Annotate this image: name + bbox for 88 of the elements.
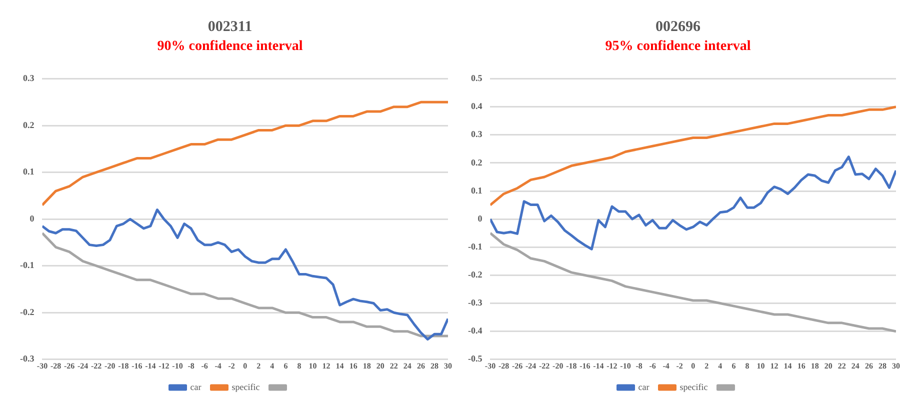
x-tick-label: -8 bbox=[636, 361, 642, 370]
y-tick-label: 0 bbox=[30, 213, 35, 224]
x-tick-label: -6 bbox=[649, 361, 656, 370]
x-tick-label: -6 bbox=[201, 361, 208, 370]
x-tick-label: 10 bbox=[756, 361, 765, 370]
x-tick-label: -24 bbox=[77, 361, 88, 370]
x-tick-label: 28 bbox=[430, 361, 438, 370]
x-tick-label: 6 bbox=[732, 361, 736, 370]
y-tick-label: -0.3 bbox=[20, 354, 35, 364]
x-tick-label: 24 bbox=[403, 361, 412, 370]
x-tick-label: -12 bbox=[606, 361, 618, 370]
x-tick-label: 26 bbox=[864, 361, 873, 370]
x-tick-label: 22 bbox=[838, 361, 846, 370]
x-tick-label: 2 bbox=[256, 361, 261, 370]
legend-label: specific bbox=[680, 382, 708, 392]
y-tick-label: 0.5 bbox=[470, 73, 483, 84]
x-tick-label: -10 bbox=[620, 361, 631, 370]
x-tick-label: 12 bbox=[322, 361, 330, 370]
x-tick-label: 14 bbox=[336, 361, 344, 370]
y-tick-label: 0.3 bbox=[470, 129, 483, 140]
x-tick-label: -4 bbox=[214, 361, 222, 370]
x-tick-label: -30 bbox=[484, 361, 496, 370]
y-tick-label: -0.1 bbox=[468, 241, 483, 252]
x-tick-label: 0 bbox=[243, 361, 248, 370]
x-tick-label: 18 bbox=[362, 361, 371, 370]
x-tick-label: -8 bbox=[188, 361, 194, 370]
x-tick-label: -28 bbox=[498, 361, 510, 370]
x-tick-label: -12 bbox=[158, 361, 170, 370]
x-tick-label: -18 bbox=[566, 361, 577, 370]
legend-label: car bbox=[190, 382, 202, 392]
x-tick-label: 10 bbox=[308, 361, 317, 370]
x-tick-label: -28 bbox=[50, 361, 62, 370]
x-tick-label: -10 bbox=[172, 361, 183, 370]
chart-title: 002696 bbox=[656, 18, 701, 35]
x-tick-label: 4 bbox=[718, 361, 722, 370]
x-tick-label: -16 bbox=[580, 361, 590, 370]
y-tick-label: -0.2 bbox=[468, 270, 483, 280]
x-tick-label: -22 bbox=[539, 361, 550, 370]
y-tick-label: 0.2 bbox=[470, 157, 483, 168]
y-tick-label: 0.3 bbox=[22, 73, 35, 84]
chart-subtitle: 90% confidence interval bbox=[157, 39, 303, 54]
y-tick-label: 0.1 bbox=[22, 166, 35, 177]
x-tick-label: 0 bbox=[691, 361, 696, 370]
x-tick-label: 4 bbox=[270, 361, 274, 370]
x-tick-label: -2 bbox=[676, 361, 683, 370]
x-tick-label: -30 bbox=[36, 361, 48, 370]
chart-title: 002311 bbox=[208, 18, 252, 35]
x-tick-label: -18 bbox=[118, 361, 129, 370]
legend-label: specific bbox=[232, 382, 260, 392]
x-tick-label: -22 bbox=[91, 361, 102, 370]
x-tick-label: -26 bbox=[64, 361, 75, 370]
x-tick-label: 26 bbox=[416, 361, 425, 370]
y-tick-label: 0.1 bbox=[470, 185, 483, 196]
y-tick-label: 0.2 bbox=[22, 120, 35, 130]
x-tick-label: -4 bbox=[662, 361, 670, 370]
x-tick-label: 12 bbox=[770, 361, 778, 370]
x-tick-label: 22 bbox=[390, 361, 398, 370]
y-tick-label: -0.2 bbox=[20, 306, 35, 317]
x-tick-label: -14 bbox=[593, 361, 604, 370]
y-tick-label: -0.4 bbox=[468, 326, 483, 336]
x-tick-label: -2 bbox=[228, 361, 235, 370]
y-tick-label: -0.1 bbox=[20, 260, 35, 270]
x-tick-label: 30 bbox=[892, 361, 900, 370]
x-tick-label: 2 bbox=[704, 361, 709, 370]
x-tick-label: -20 bbox=[552, 361, 564, 370]
x-tick-label: -14 bbox=[145, 361, 156, 370]
x-tick-label: -26 bbox=[512, 361, 523, 370]
x-tick-label: -24 bbox=[525, 361, 536, 370]
x-tick-label: -20 bbox=[104, 361, 116, 370]
y-tick-label: -0.3 bbox=[468, 298, 483, 308]
y-tick-label: 0.4 bbox=[470, 101, 483, 112]
x-tick-label: 14 bbox=[784, 361, 792, 370]
x-tick-label: 16 bbox=[349, 361, 358, 370]
chart-subtitle: 95% confidence interval bbox=[605, 39, 751, 54]
legend-label: car bbox=[638, 382, 650, 392]
x-tick-label: 16 bbox=[797, 361, 806, 370]
y-tick-label: -0.5 bbox=[468, 354, 483, 364]
x-tick-label: 8 bbox=[297, 361, 302, 370]
x-tick-label: 30 bbox=[444, 361, 452, 370]
x-tick-label: 20 bbox=[824, 361, 832, 370]
x-tick-label: -16 bbox=[132, 361, 142, 370]
y-tick-label: 0 bbox=[478, 213, 483, 224]
x-tick-label: 6 bbox=[284, 361, 288, 370]
x-tick-label: 24 bbox=[851, 361, 860, 370]
x-tick-label: 18 bbox=[810, 361, 819, 370]
x-tick-label: 28 bbox=[878, 361, 886, 370]
x-tick-label: 8 bbox=[745, 361, 750, 370]
x-tick-label: 20 bbox=[376, 361, 384, 370]
